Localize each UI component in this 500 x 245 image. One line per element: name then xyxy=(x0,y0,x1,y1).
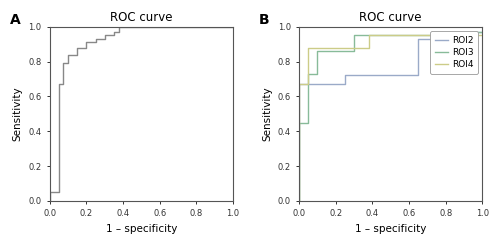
ROI2 xyxy=(415,37,421,40)
ROI2 xyxy=(470,37,476,40)
Text: B: B xyxy=(259,13,270,27)
ROI3 xyxy=(470,30,476,33)
ROI3 xyxy=(296,199,302,202)
ROI2 xyxy=(296,199,302,202)
ROI4 xyxy=(296,83,302,86)
X-axis label: 1 – specificity: 1 – specificity xyxy=(106,224,177,234)
ROI4 xyxy=(306,83,312,86)
ROI2 xyxy=(342,74,348,77)
X-axis label: 1 – specificity: 1 – specificity xyxy=(355,224,426,234)
ROI4 xyxy=(296,199,302,202)
ROI2 xyxy=(470,30,476,33)
ROI2 xyxy=(342,83,348,86)
Text: A: A xyxy=(10,13,20,27)
ROI3 xyxy=(306,72,312,75)
ROI2 xyxy=(296,83,302,86)
ROI3 xyxy=(415,34,421,37)
Legend: ROI2, ROI3, ROI4: ROI2, ROI3, ROI4 xyxy=(430,31,478,74)
Line: ROI4: ROI4 xyxy=(299,35,482,201)
ROI3 xyxy=(351,49,357,52)
Y-axis label: Sensitivity: Sensitivity xyxy=(12,86,22,141)
ROI3 xyxy=(415,34,421,37)
ROI3 xyxy=(296,121,302,124)
ROI4 xyxy=(366,46,372,49)
Y-axis label: Sensitivity: Sensitivity xyxy=(262,86,272,141)
ROI2 xyxy=(415,74,421,77)
Line: ROI2: ROI2 xyxy=(299,32,482,201)
ROI4 xyxy=(366,34,372,37)
Line: ROI3: ROI3 xyxy=(299,32,482,201)
ROI3 xyxy=(351,34,357,37)
ROI2 xyxy=(480,30,486,33)
Title: ROC curve: ROC curve xyxy=(360,11,422,24)
ROI3 xyxy=(480,30,486,33)
ROI3 xyxy=(306,121,312,124)
ROI3 xyxy=(470,34,476,37)
Title: ROC curve: ROC curve xyxy=(110,11,172,24)
ROI4 xyxy=(306,46,312,49)
ROI3 xyxy=(314,49,320,52)
ROI4 xyxy=(480,34,486,37)
ROI3 xyxy=(314,72,320,75)
